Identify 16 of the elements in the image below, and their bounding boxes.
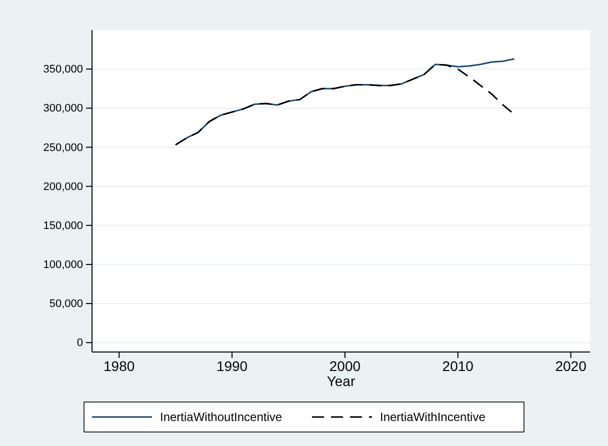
- x-tick-label: 1980: [104, 358, 135, 374]
- legend-label: InertiaWithoutIncentive: [160, 410, 282, 424]
- y-tick-label: 300,000: [43, 102, 83, 115]
- legend-label: InertiaWithIncentive: [380, 410, 486, 424]
- y-tick-label: 350,000: [43, 64, 83, 76]
- x-tick-label: 1990: [216, 358, 248, 374]
- y-tick-label: 250,000: [43, 142, 83, 154]
- x-tick-label: 2000: [329, 358, 361, 374]
- y-tick-label: 50,000: [49, 298, 83, 310]
- x-tick-label: 2010: [442, 358, 474, 374]
- y-tick-label: 150,000: [43, 220, 83, 232]
- y-tick-label: 0: [76, 337, 83, 350]
- x-axis-title: Year: [326, 373, 356, 389]
- y-tick-label: 100,000: [43, 258, 83, 271]
- y-tick-label: 200,000: [43, 180, 83, 193]
- x-tick-label: 2020: [555, 358, 587, 374]
